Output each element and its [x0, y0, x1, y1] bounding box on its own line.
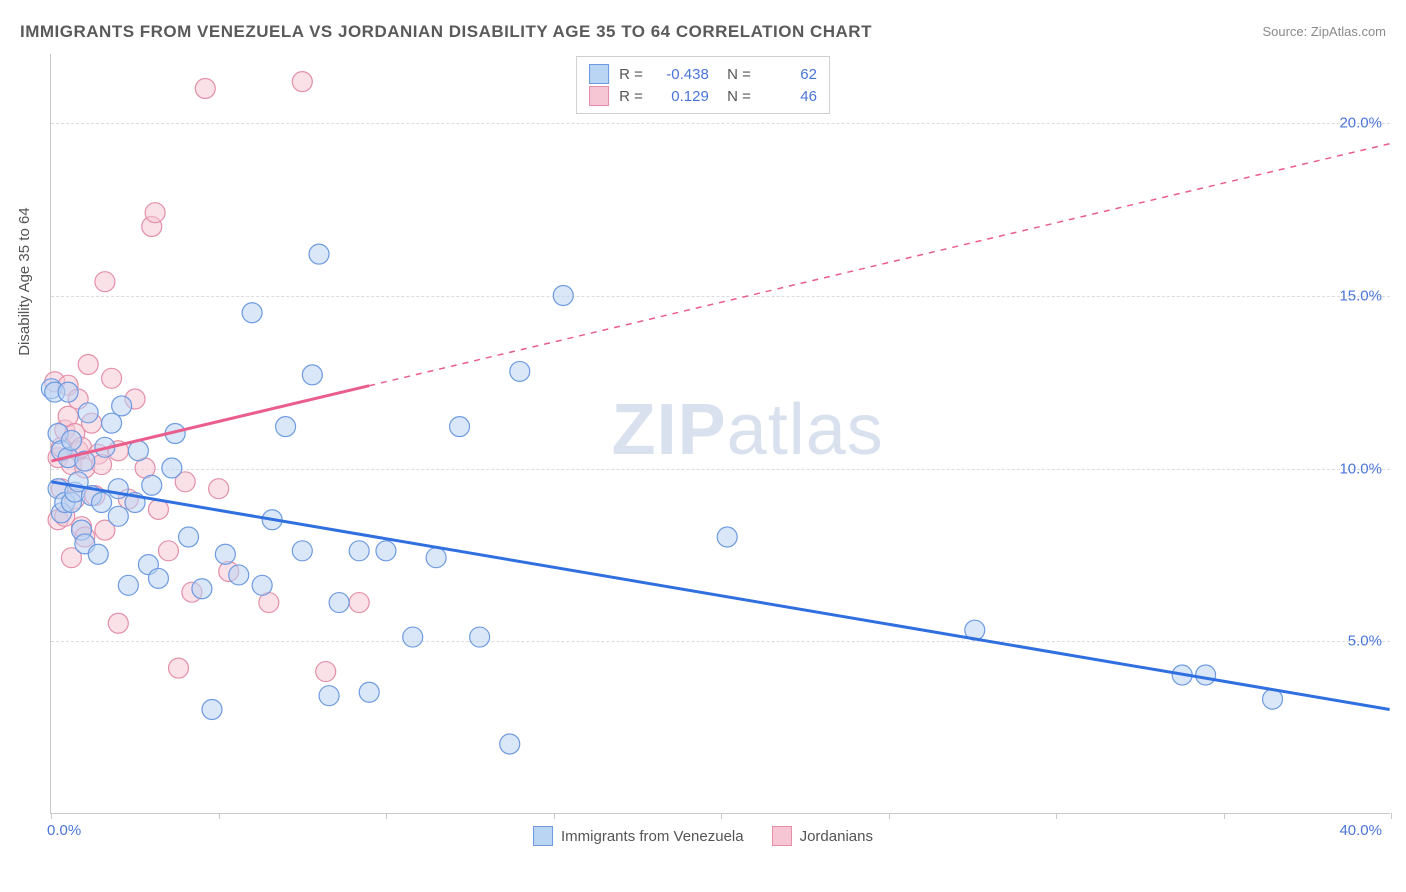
xtick: [721, 813, 722, 819]
legend-item-pink: Jordanians: [772, 826, 873, 846]
n-value-blue: 62: [761, 66, 817, 83]
xtick: [219, 813, 220, 819]
trend-line: [51, 386, 369, 461]
chart-title: IMMIGRANTS FROM VENEZUELA VS JORDANIAN D…: [20, 22, 872, 42]
legend-label-blue: Immigrants from Venezuela: [561, 828, 744, 845]
xtick-label-end: 40.0%: [1339, 822, 1382, 839]
r-label: R =: [619, 66, 643, 83]
swatch-pink: [589, 86, 609, 106]
plot-area: ZIPatlas 5.0%10.0%15.0%20.0%0.0%40.0%: [50, 54, 1390, 814]
r-value-pink: 0.129: [653, 88, 709, 105]
xtick: [386, 813, 387, 819]
source-label: Source: ZipAtlas.com: [1262, 24, 1386, 39]
legend-item-blue: Immigrants from Venezuela: [533, 826, 744, 846]
swatch-blue: [589, 64, 609, 84]
trend-lines: [51, 54, 1390, 813]
legend-correlation: R = -0.438 N = 62 R = 0.129 N = 46: [576, 56, 830, 114]
xtick: [554, 813, 555, 819]
trend-line: [51, 482, 1389, 710]
n-label: N =: [719, 66, 751, 83]
xtick: [1056, 813, 1057, 819]
xtick: [51, 813, 52, 819]
legend-label-pink: Jordanians: [800, 828, 873, 845]
n-label: N =: [719, 88, 751, 105]
n-value-pink: 46: [761, 88, 817, 105]
xtick: [1224, 813, 1225, 819]
swatch-pink: [772, 826, 792, 846]
r-label: R =: [619, 88, 643, 105]
legend-row-blue: R = -0.438 N = 62: [589, 63, 817, 85]
xtick: [889, 813, 890, 819]
xtick: [1391, 813, 1392, 819]
swatch-blue: [533, 826, 553, 846]
trend-line: [369, 144, 1389, 386]
xtick-label-start: 0.0%: [47, 822, 81, 839]
legend-series: Immigrants from Venezuela Jordanians: [533, 826, 873, 846]
legend-row-pink: R = 0.129 N = 46: [589, 85, 817, 107]
y-axis-title: Disability Age 35 to 64: [16, 207, 33, 355]
r-value-blue: -0.438: [653, 66, 709, 83]
